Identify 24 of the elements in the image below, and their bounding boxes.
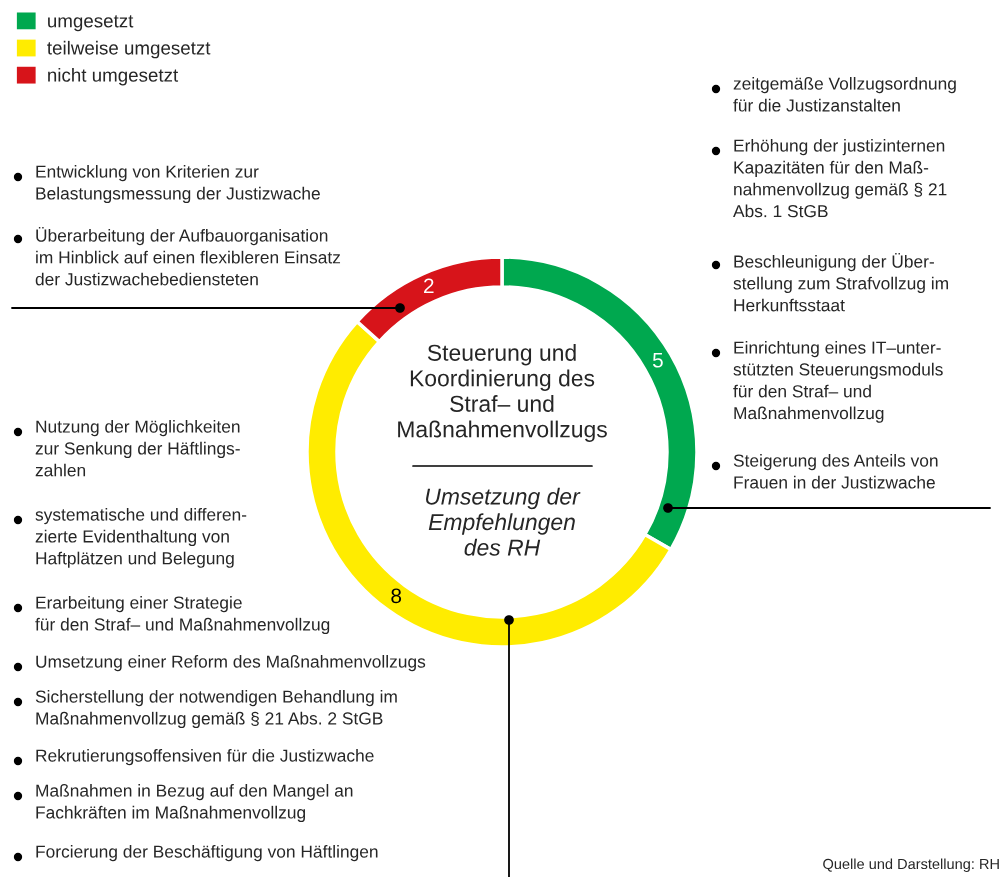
legend-label: teilweise umgesetzt [47, 40, 211, 59]
text: Umsetzung der Empfehlungen des RH [426, 487, 581, 556]
legend-label: umgesetzt [48, 15, 134, 32]
text: Erarbeitung einer Strategie für den Straf– und Maßnahmenvollzug [35, 596, 330, 635]
text: Umsetzung einer Reform des Maßnahmenvollzugs [36, 655, 426, 672]
data-label: 5 [652, 353, 663, 368]
text: systematische und differen- zierte Evidenthaltung von Haftplätzen und Belegung [35, 508, 247, 568]
legend-label: nicht umgesetzt [48, 68, 179, 86]
data-label: 2 [424, 278, 434, 293]
text: Rekrutierungsoffensiven für die Justizwache [36, 749, 374, 766]
text: Nutzung der Möglichkeiten zur Senkung der Häftlings- zahlen [35, 420, 240, 477]
text: Steigerung des Anteils von Frauen in der Justizwache [733, 454, 938, 489]
text: Forcierung der Beschäftigung von Häftlingen [36, 845, 378, 862]
text: Beschleunigung der Über- stellung zum Strafvollzug im Herkunftsstaat [733, 253, 948, 312]
text: Überarbeitung der Aufbauorganisation im Hinblick auf einen flexibleren Einsatz der Justizwachebediensteten [35, 227, 341, 286]
text: Sicherstellung der notwendigen Behandlung im Maßnahmenvollzug gemäß § 21 Abs. 2 StGB [35, 690, 397, 729]
source-note: Quelle und Darstellung: RH [823, 858, 999, 872]
text: zeitgemäße Vollzugsordnung für die Justizanstalten [733, 77, 956, 112]
data-label: 8 [391, 588, 402, 604]
text: Steuerung und Koordinierung des Straf– und Maßnahmenvollzugs [398, 344, 607, 442]
text: Maßnahmen in Bezug auf den Mangel an Fachkräften im Maßnahmenvollzug [36, 784, 353, 823]
text: Entwicklung von Kriterien zur Belastungsmessung der Justizwache [36, 165, 320, 204]
text: Erhöhung der justizinternen Kapazitäten für den Maß- nahmenvollzug gemäß § 21 Abs. 1 StGB [733, 139, 947, 218]
text: Einrichtung eines IT–unter- stützten Steuerungsmoduls für den Straf– und Maßnahmenvollzug [733, 341, 943, 423]
